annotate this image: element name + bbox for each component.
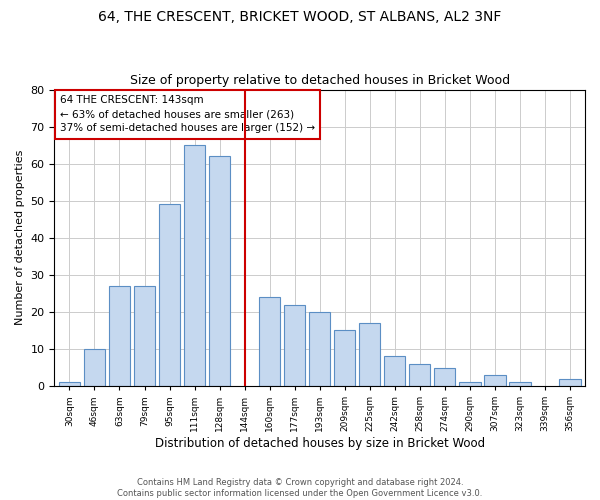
Bar bbox=[259, 297, 280, 386]
Bar bbox=[59, 382, 80, 386]
Bar bbox=[434, 368, 455, 386]
Bar bbox=[134, 286, 155, 386]
Text: 64 THE CRESCENT: 143sqm
← 63% of detached houses are smaller (263)
37% of semi-d: 64 THE CRESCENT: 143sqm ← 63% of detache… bbox=[60, 96, 315, 134]
Bar bbox=[84, 349, 105, 386]
Bar bbox=[184, 145, 205, 386]
X-axis label: Distribution of detached houses by size in Bricket Wood: Distribution of detached houses by size … bbox=[155, 437, 485, 450]
Bar bbox=[359, 323, 380, 386]
Bar bbox=[459, 382, 481, 386]
Bar bbox=[334, 330, 355, 386]
Bar bbox=[559, 378, 581, 386]
Y-axis label: Number of detached properties: Number of detached properties bbox=[15, 150, 25, 326]
Bar bbox=[309, 312, 331, 386]
Bar bbox=[159, 204, 180, 386]
Bar bbox=[384, 356, 406, 386]
Bar bbox=[209, 156, 230, 386]
Bar bbox=[484, 375, 506, 386]
Text: Contains HM Land Registry data © Crown copyright and database right 2024.
Contai: Contains HM Land Registry data © Crown c… bbox=[118, 478, 482, 498]
Bar bbox=[509, 382, 530, 386]
Bar bbox=[284, 304, 305, 386]
Title: Size of property relative to detached houses in Bricket Wood: Size of property relative to detached ho… bbox=[130, 74, 510, 87]
Bar bbox=[409, 364, 430, 386]
Text: 64, THE CRESCENT, BRICKET WOOD, ST ALBANS, AL2 3NF: 64, THE CRESCENT, BRICKET WOOD, ST ALBAN… bbox=[98, 10, 502, 24]
Bar bbox=[109, 286, 130, 386]
